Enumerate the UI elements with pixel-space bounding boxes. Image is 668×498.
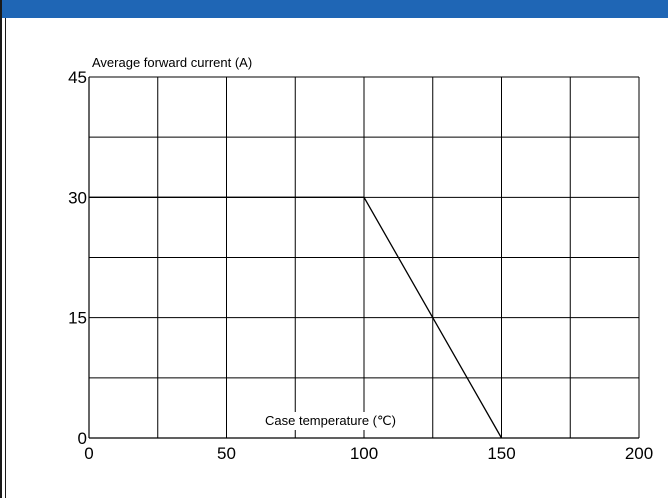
x-tick-label: 50 — [217, 444, 236, 463]
left-border-outer — [0, 0, 2, 498]
chart-grid — [88, 76, 640, 439]
y-axis-title: Average forward current (A) — [92, 55, 252, 70]
x-tick-label: 200 — [625, 444, 653, 463]
y-tick-label: 15 — [68, 309, 87, 328]
chart-tick-labels: 0 50 100 150 200 0 15 30 45 — [68, 68, 653, 463]
xlabel-background — [261, 412, 423, 430]
left-border-inner — [5, 18, 6, 498]
x-tick-label: 150 — [487, 444, 515, 463]
y-tick-label: 45 — [68, 68, 87, 87]
window-title-bar — [0, 0, 668, 18]
x-axis-title: Case temperature (℃) — [265, 413, 396, 428]
x-tick-label: 100 — [350, 444, 378, 463]
x-tick-label: 0 — [84, 444, 93, 463]
y-tick-label: 0 — [78, 429, 87, 448]
chart-series — [88, 196, 503, 439]
y-tick-label: 30 — [68, 188, 87, 207]
